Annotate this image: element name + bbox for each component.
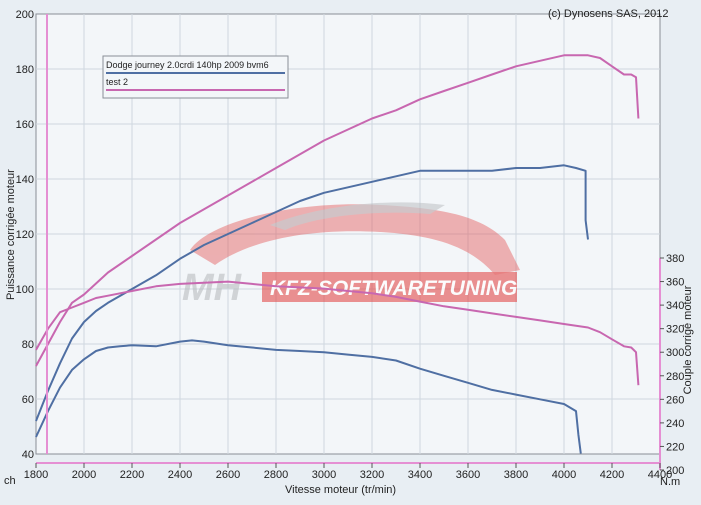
x-tick-label: 1800: [24, 469, 48, 481]
y-tick-label-right: 260: [666, 394, 684, 406]
x-axis-unit-left: ch: [4, 475, 16, 487]
y-tick-label-left: 60: [22, 394, 34, 406]
y-tick-label-left: 100: [16, 284, 34, 296]
y-axis-label-left: Puissance corrigée moteur: [5, 169, 17, 300]
x-tick-label: 3600: [456, 469, 480, 481]
x-tick-label: 2400: [168, 469, 192, 481]
power-line-dodge-journey: [35, 164, 589, 422]
legend: Dodge journey 2.0crdi 140hp 2009 bvm6 te…: [102, 55, 289, 99]
legend-label-1: test 2: [106, 77, 128, 87]
x-tick-label: 2800: [264, 469, 288, 481]
x-tick-label: 2600: [216, 469, 240, 481]
x-tick-label: 4000: [552, 469, 576, 481]
y-tick-label-right: 280: [666, 371, 684, 383]
watermark-text: KFZ-SOFTWARETUNING: [270, 277, 517, 300]
y-tick-label-right: 220: [666, 441, 684, 453]
y-axis-label-right: Couple corrigé moteur: [682, 285, 694, 394]
x-tick-label: 3000: [312, 469, 336, 481]
power-line-test-2: [35, 54, 640, 367]
torque-line-dodge-journey: [35, 339, 582, 454]
y-tick-label-left: 160: [16, 119, 34, 131]
y-tick-label-right: 380: [666, 253, 684, 265]
y-tick-label-left: 80: [22, 339, 34, 351]
x-tick-label: 3400: [408, 469, 432, 481]
y-tick-label-right: 240: [666, 418, 684, 430]
y-tick-label-left: 120: [16, 229, 34, 241]
watermark-car-roof: [270, 202, 445, 230]
y-tick-label-left: 200: [16, 9, 34, 21]
axes: 1800 2000 2200 2400 2600 2800 3000 3200 3400 3600…: [16, 9, 685, 481]
series-lines: [35, 54, 640, 454]
torque-line-test-2: [35, 280, 640, 386]
x-tick-label: 2200: [120, 469, 144, 481]
y-tick-label-right: 200: [666, 465, 684, 477]
y-tick-label-right: 300: [666, 347, 684, 359]
x-tick-label: 2000: [72, 469, 96, 481]
x-tick-label: 3200: [360, 469, 384, 481]
x-tick-label: 4200: [600, 469, 624, 481]
y-tick-label-left: 180: [16, 64, 34, 76]
x-axis-label: Vitesse moteur (tr/min): [285, 484, 396, 496]
watermark-prefix: MH: [182, 267, 243, 309]
x-tick-label: 4400: [648, 469, 672, 481]
y-tick-label-left: 140: [16, 174, 34, 186]
watermark-car-arc: [190, 204, 520, 275]
y-tick-label-right: 360: [666, 277, 684, 289]
watermark: MH KFZ-SOFTWARETUNING: [182, 202, 520, 309]
legend-label-0: Dodge journey 2.0crdi 140hp 2009 bvm6: [106, 60, 269, 70]
copyright: (c) Dynosens SAS, 2012: [548, 8, 668, 20]
y-tick-label-right: 320: [666, 324, 684, 336]
y-axis-unit-right: N.m: [660, 476, 680, 488]
y-tick-label-left: 40: [22, 449, 34, 461]
x-tick-label: 3800: [504, 469, 528, 481]
y-tick-label-right: 340: [666, 300, 684, 312]
